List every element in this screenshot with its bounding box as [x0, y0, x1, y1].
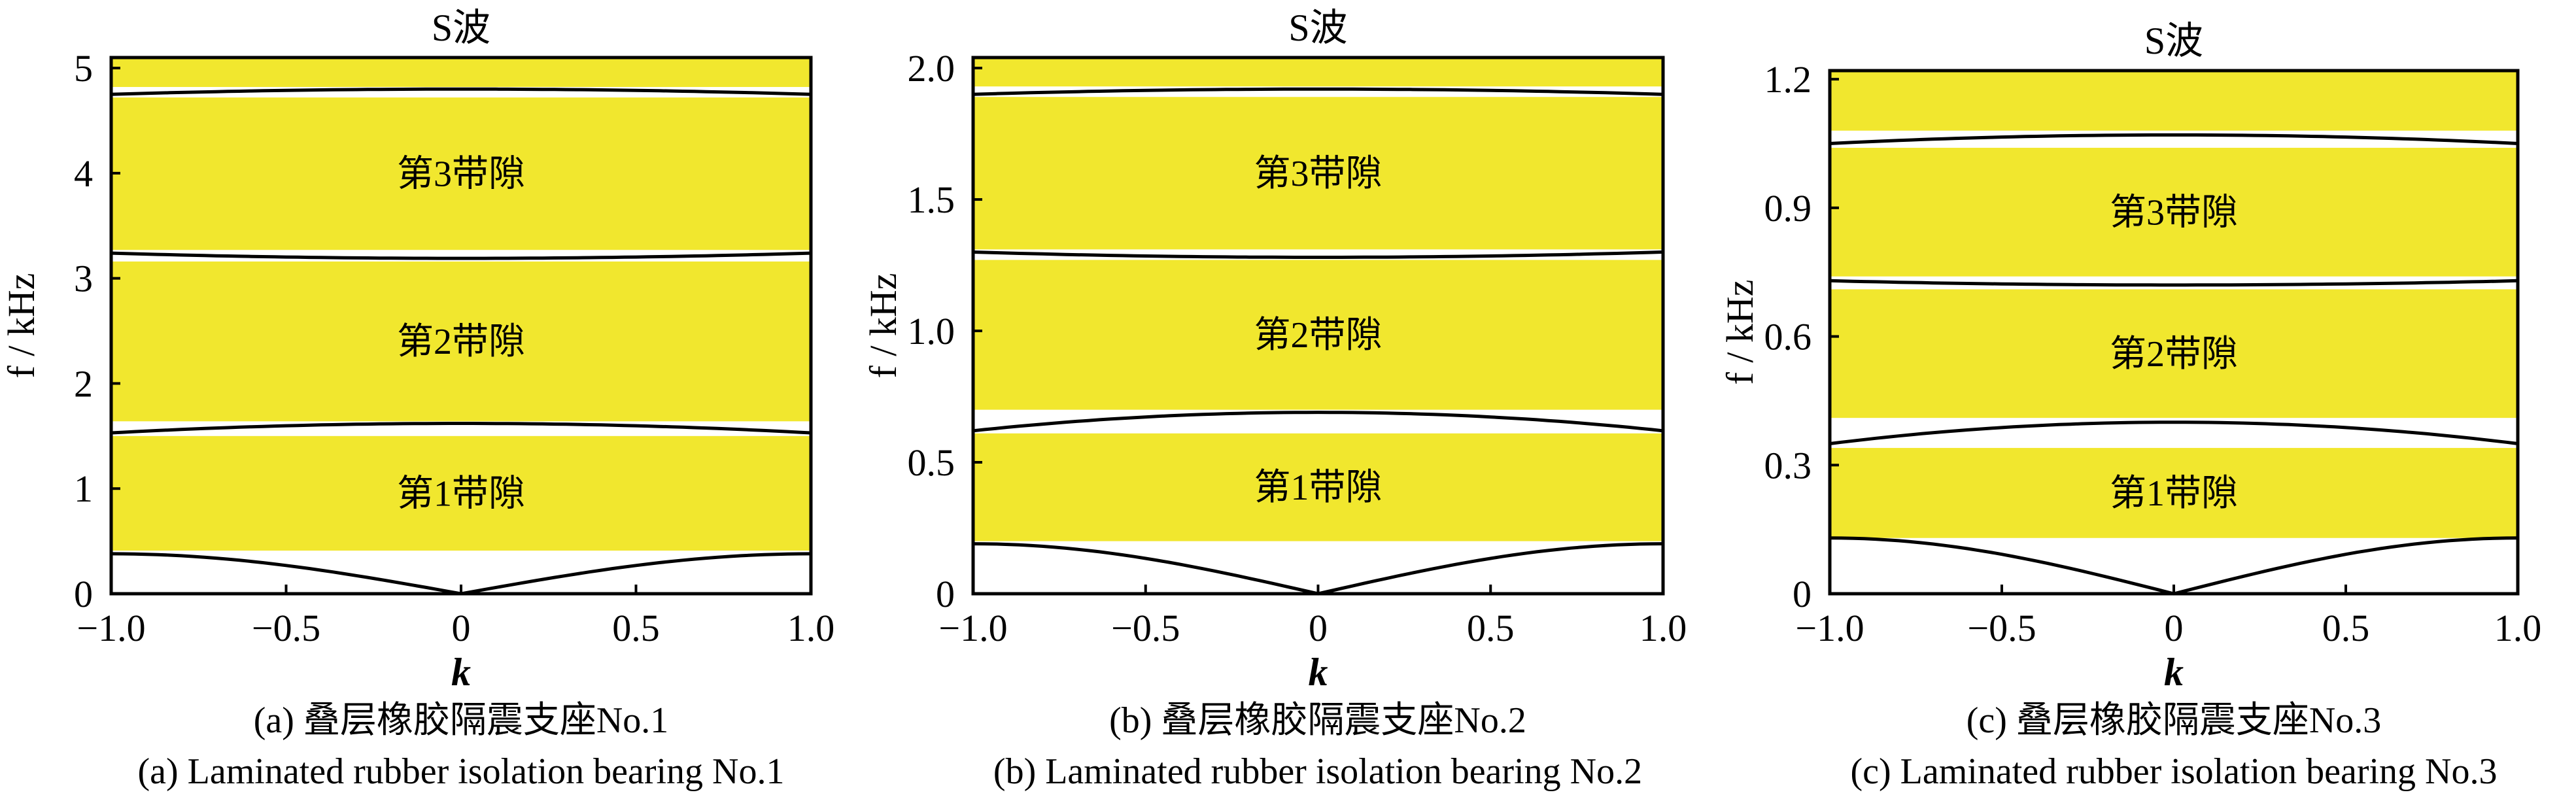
- x-tick-label: 0: [2165, 607, 2184, 649]
- band-chart-panel-2: 第1带隙 第2带隙 第3带隙 −1.0 −0.5 0 0.5 1.0 0 0.5 1.0 1.5 2.0…: [862, 7, 1687, 792]
- dispersion-curve-4: [111, 87, 812, 96]
- band-gap-region: [111, 97, 811, 250]
- band-gap-region: [1830, 71, 2518, 131]
- band-gap-label: 第1带隙: [397, 473, 525, 514]
- x-tick-label: 0.5: [1467, 607, 1515, 649]
- y-tick-label: 1.5: [908, 179, 955, 221]
- x-axis-label: k: [451, 651, 471, 694]
- band-gap-label: 第1带隙: [1254, 468, 1382, 508]
- y-axis-label: f / kHz: [0, 273, 43, 378]
- y-tick-label: 5: [74, 47, 93, 90]
- figure-caption-cn: (a) 叠层橡胶隔震支座No.1: [254, 700, 669, 741]
- band-gap-region: [111, 261, 811, 422]
- x-tick-label: −0.5: [252, 607, 320, 649]
- band-gap-label: 第3带隙: [1254, 154, 1382, 194]
- band-gap-label: 第2带隙: [1254, 315, 1382, 356]
- x-tick-label: −0.5: [1967, 607, 2036, 649]
- chart-title: S波: [2144, 20, 2203, 62]
- dispersion-curve-4: [1829, 133, 2518, 145]
- x-tick-label: 1.0: [787, 607, 835, 649]
- y-tick-label: 0.3: [1764, 444, 1812, 486]
- y-tick-label: 4: [74, 152, 93, 195]
- y-tick-label: 0.6: [1764, 316, 1812, 358]
- figure-caption-en: (b) Laminated rubber isolation bearing N…: [993, 751, 1642, 792]
- y-tick-label: 0: [74, 573, 93, 615]
- y-tick-label: 3: [74, 258, 93, 300]
- dispersion-curve-2: [972, 411, 1664, 433]
- y-tick-label: 0: [936, 573, 955, 615]
- band-gap-label: 第3带隙: [397, 154, 525, 195]
- band-gap-region: [1830, 148, 2518, 277]
- chart-title: S波: [432, 7, 490, 49]
- band-gap-region: [973, 260, 1663, 410]
- y-tick-label: 1.0: [908, 310, 955, 352]
- band-gap-region: [1830, 448, 2518, 538]
- figure-caption-cn: (c) 叠层橡胶隔震支座No.3: [1966, 700, 2382, 741]
- figure-caption-en: (a) Laminated rubber isolation bearing N…: [138, 751, 785, 792]
- x-tick-label: −1.0: [938, 607, 1007, 649]
- figure-caption-cn: (b) 叠层橡胶隔震支座No.2: [1109, 700, 1526, 741]
- x-tick-label: 0.5: [2322, 607, 2370, 649]
- y-tick-label: 2.0: [908, 47, 955, 90]
- band-gap-label: 第1带隙: [2110, 473, 2238, 514]
- dispersion-curve-3: [972, 250, 1664, 259]
- band-chart-panel-3: 第1带隙 第2带隙 第3带隙 −1.0 −0.5 0 0.5 1.0 0 0.3 0.6 0.9 1.2…: [1719, 20, 2541, 792]
- band-gap-region: [111, 435, 811, 551]
- y-tick-label: 0.9: [1764, 187, 1812, 230]
- figure-caption-en: (c) Laminated rubber isolation bearing N…: [1851, 751, 2498, 792]
- x-axis-label: k: [1309, 651, 1328, 694]
- dispersion-curve-2: [1829, 420, 2518, 445]
- dispersion-curve-2: [111, 422, 812, 435]
- y-tick-label: 0: [1793, 573, 1812, 615]
- band-gap-label: 第2带隙: [2110, 334, 2238, 375]
- band-chart-panel-1: 第1带隙 第2带隙 第3带隙 −1.0 −0.5 0 0.5 1.0 0 1 2 3 4 5 S波 k f / …: [0, 7, 834, 792]
- band-gap-label: 第2带隙: [397, 322, 525, 362]
- band-gap-region: [973, 433, 1663, 541]
- x-axis-label: k: [2164, 651, 2184, 694]
- dispersion-curve-3: [111, 251, 812, 260]
- y-tick-label: 1.2: [1764, 58, 1812, 101]
- x-tick-label: −1.0: [1795, 607, 1864, 649]
- band-gap-region: [1830, 289, 2518, 418]
- y-tick-label: 1: [74, 468, 93, 510]
- x-tick-label: 0: [452, 607, 471, 649]
- y-axis-label: f / kHz: [862, 273, 904, 378]
- band-gap-region: [973, 58, 1663, 87]
- dispersion-curve-3: [1829, 279, 2518, 287]
- band-gap-label: 第3带隙: [2110, 192, 2238, 233]
- x-tick-label: 0.5: [612, 607, 660, 649]
- band-gap-region: [973, 97, 1663, 250]
- x-tick-label: 1.0: [1640, 607, 1687, 649]
- band-gap-region: [111, 58, 811, 88]
- x-tick-label: 0: [1309, 607, 1328, 649]
- x-tick-label: −1.0: [77, 607, 145, 649]
- x-tick-label: −0.5: [1111, 607, 1180, 649]
- dispersion-curve-4: [972, 87, 1664, 96]
- y-axis-label: f / kHz: [1719, 279, 1761, 384]
- y-tick-label: 0.5: [908, 441, 955, 484]
- chart-title: S波: [1288, 7, 1347, 49]
- y-tick-label: 2: [74, 362, 93, 405]
- x-tick-label: 1.0: [2494, 607, 2542, 649]
